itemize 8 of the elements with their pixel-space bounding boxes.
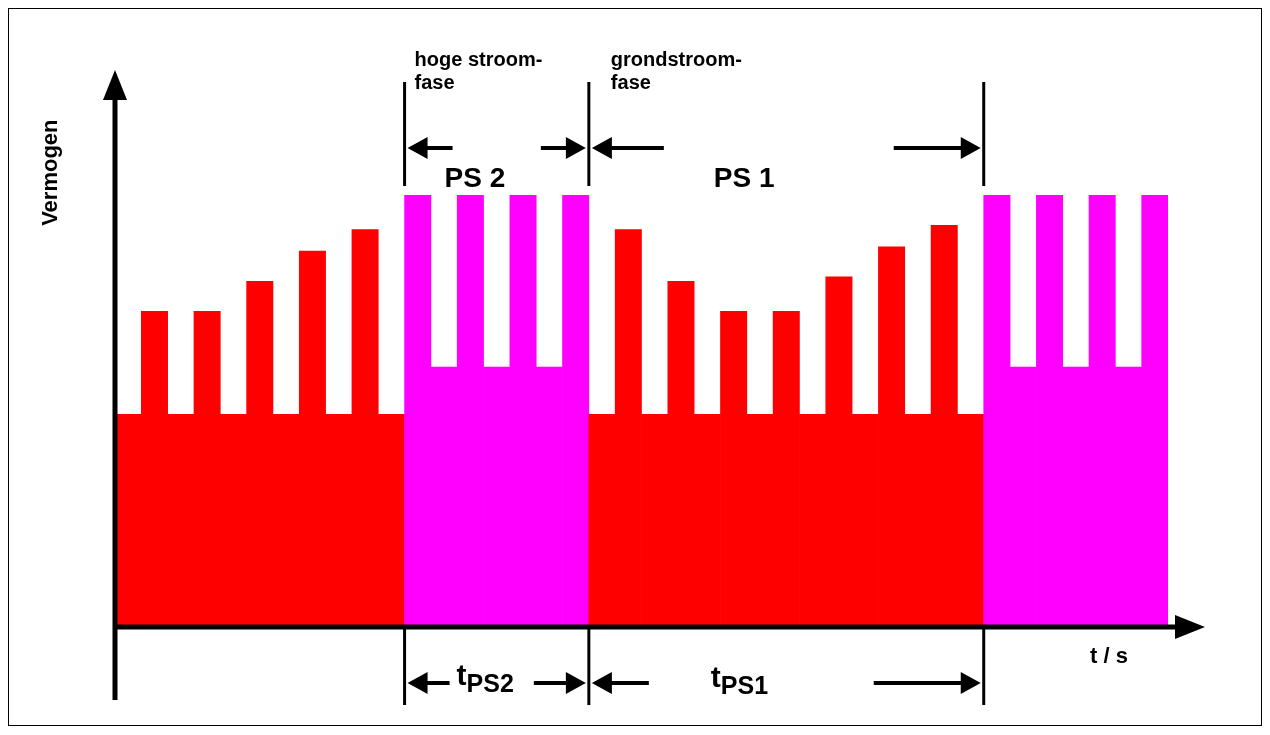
y-axis-title: Vermogen [37,118,63,228]
text: grondstroom-fase [610,48,743,94]
text: PS 1 [713,162,775,193]
text: PS 2 [444,162,506,193]
text: t$_{PS2}$ [456,658,514,697]
x-axis-title: t / s [1090,643,1128,669]
text: hoge stroom-fase [414,48,544,94]
text: t$_{PS1}$ [710,660,769,699]
